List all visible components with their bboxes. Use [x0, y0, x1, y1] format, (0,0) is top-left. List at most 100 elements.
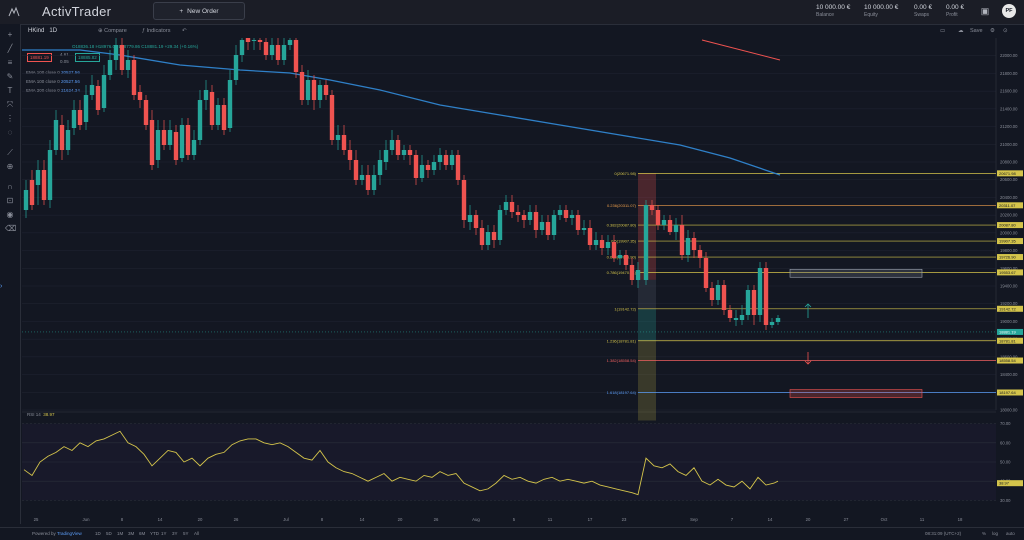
text-icon[interactable]: T — [7, 86, 13, 95]
fib-price-tag-text: 19142.72 — [999, 306, 1016, 311]
rsi-label: RSI 14 38.97 — [27, 412, 55, 417]
avatar[interactable]: PF — [1002, 4, 1016, 18]
time-tick: 17 — [588, 517, 593, 522]
eye-icon[interactable]: ◉ — [6, 210, 14, 219]
candle-body — [715, 285, 721, 300]
candle-body — [425, 165, 431, 170]
time-tick: Jun — [83, 517, 91, 522]
percent-toggle[interactable]: % — [982, 531, 987, 536]
candle-body — [323, 85, 329, 95]
drawing-toolbar: + ╱ ≡ ✎ T ⤧ ⋮ ◌ ⟋ ⊕ ∩ ⊡ ◉ ⌫ — [0, 24, 21, 524]
range-5d[interactable]: 5D — [106, 531, 112, 536]
candle-body — [35, 170, 41, 185]
ruler-icon[interactable]: ⟋ — [7, 148, 13, 157]
indicator-ema-3[interactable]: EMA 200 close 0 21624.34 — [26, 88, 80, 93]
candle-body — [679, 225, 685, 255]
candle-body — [661, 220, 667, 225]
candle-body — [649, 205, 655, 210]
time-tick: 26 — [434, 517, 439, 522]
spread-b: 0.05 — [60, 59, 69, 64]
candle-body — [419, 165, 425, 178]
time-tick: Oct — [881, 517, 888, 522]
candle-body — [47, 150, 53, 200]
indicator-ema-2[interactable]: EMA 100 close 0 20527.56 — [26, 79, 80, 84]
screenshot-icon[interactable]: ⊙ — [1003, 28, 1008, 34]
briefcase-icon[interactable]: ▣ — [980, 6, 990, 16]
fib-price-tag-text: 20087.80 — [999, 223, 1016, 228]
candle-body — [359, 175, 365, 180]
candle-body — [599, 240, 605, 248]
indicator-ema-1[interactable]: EMA 100 close 0 20527.56 — [26, 70, 80, 75]
candle-body — [293, 40, 299, 72]
crosshair-icon[interactable]: + — [7, 30, 13, 39]
auto-toggle[interactable]: auto — [1006, 531, 1015, 536]
ema-line — [22, 49, 781, 176]
candle-body — [587, 228, 593, 245]
candle-body — [563, 210, 569, 218]
settings-icon[interactable]: ⚙ — [990, 28, 995, 34]
horizontal-line-icon[interactable]: ≡ — [7, 58, 13, 67]
rsi-tick: 30.00 — [1000, 498, 1011, 503]
expand-panel-icon[interactable]: › — [0, 283, 3, 290]
magnet-icon[interactable]: ∩ — [7, 182, 13, 191]
candle-body — [53, 120, 59, 150]
range-all[interactable]: All — [194, 531, 200, 536]
brush-icon[interactable]: ✎ — [6, 72, 14, 81]
range-1y[interactable]: 1Y — [161, 531, 167, 536]
candle-body — [119, 45, 125, 70]
indicators-button[interactable]: ƒ Indicators — [142, 28, 171, 34]
candle-body — [703, 258, 709, 288]
candle-body — [485, 232, 491, 245]
range-1d[interactable]: 1D — [95, 531, 101, 536]
fib-icon[interactable]: ⋮ — [6, 114, 14, 123]
range-1m[interactable]: 1M — [117, 531, 124, 536]
candle-body — [593, 240, 599, 245]
shapes-icon[interactable]: ◌ — [7, 128, 13, 137]
trend-line-icon[interactable]: ╱ — [7, 44, 13, 53]
cloud-icon[interactable]: ☁ — [958, 28, 964, 34]
save-button[interactable]: Save — [970, 28, 983, 34]
rsi-value-tag — [997, 480, 1023, 487]
fib-price-tag-text: 19726.90 — [999, 255, 1016, 260]
candle-body — [239, 40, 245, 55]
candle-body — [23, 190, 29, 210]
profit-stat: 0.00 € Profit — [946, 4, 964, 18]
candle-body — [335, 135, 341, 140]
fib-price-tag — [997, 305, 1023, 312]
time-tick: 14 — [360, 517, 365, 522]
time-tick: 18 — [958, 517, 963, 522]
powered-by: Powered by TradingView — [32, 531, 82, 536]
fib-level-label: 0(20671.98) — [614, 171, 636, 176]
lock-icon[interactable]: ⊡ — [6, 196, 14, 205]
time-tick: 20 — [806, 517, 811, 522]
time-tick: 27 — [844, 517, 849, 522]
candle-body — [353, 160, 359, 180]
sell-price-button[interactable]: 18881.19 — [27, 53, 52, 62]
zoom-icon[interactable]: ⊕ — [6, 162, 14, 171]
symbol-label[interactable]: HKind 1D — [28, 28, 58, 34]
undo-icon[interactable]: ↶ — [182, 28, 187, 34]
new-order-button[interactable]: + New Order — [153, 2, 245, 20]
ohlc-readout: O18836.18 H18976.08 L18779.86 C18881.19 … — [72, 44, 199, 49]
profit-value: 0.00 € — [946, 4, 965, 11]
trend-line — [701, 39, 781, 61]
fullscreen-icon[interactable]: ▭ — [940, 28, 946, 34]
buy-price-button[interactable]: 18885.82 — [75, 53, 100, 62]
candle-body — [643, 205, 649, 280]
range-3m[interactable]: 3M — [128, 531, 135, 536]
range-5y[interactable]: 5Y — [183, 531, 189, 536]
range-ytd[interactable]: YTD — [150, 531, 159, 536]
log-toggle[interactable]: log — [992, 531, 999, 536]
range-6m[interactable]: 6M — [139, 531, 146, 536]
candle-body — [251, 40, 257, 41]
candle-body — [83, 95, 89, 122]
pattern-icon[interactable]: ⤧ — [6, 100, 14, 109]
timeframe-label[interactable]: 1D — [49, 28, 58, 34]
range-3y[interactable]: 3Y — [172, 531, 178, 536]
price-tick: 19000.00 — [1000, 319, 1018, 324]
target-zone — [789, 389, 923, 398]
compare-button[interactable]: ⊕ Compare — [98, 28, 127, 34]
trash-icon[interactable]: ⌫ — [5, 224, 17, 233]
candle-body — [269, 45, 275, 55]
